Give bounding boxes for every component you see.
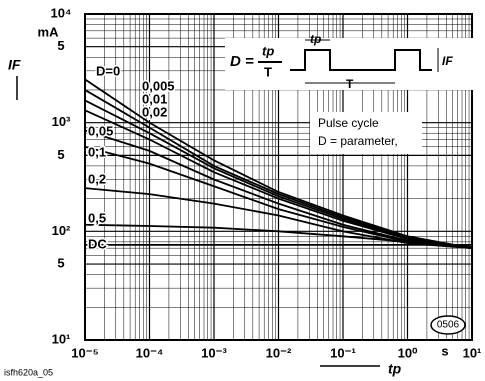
- annotation-bg: [310, 112, 422, 154]
- x-tick-label: 10¹: [463, 345, 482, 360]
- pulse-waveform: [290, 49, 432, 71]
- x-tick-label: 10⁻⁵: [71, 345, 98, 360]
- x-tick-label: 10⁻²: [266, 345, 292, 360]
- x-tick-label: 10⁻³: [201, 345, 227, 360]
- curve: [84, 78, 473, 250]
- y-axis-label: IF: [8, 57, 21, 73]
- curve-label: D=0: [96, 63, 120, 78]
- tp-label: tp: [310, 32, 321, 46]
- curve-label: 0,5: [88, 210, 106, 225]
- annotation: Pulse cycle: [318, 116, 379, 130]
- curve-label: 0,02: [142, 104, 167, 119]
- if-label: IF: [442, 54, 453, 68]
- inset-bg: [225, 38, 473, 90]
- curve: [84, 187, 473, 250]
- curve-label: 0,1: [88, 144, 106, 159]
- x-axis-label: tp: [388, 361, 402, 377]
- formula-den: T: [264, 64, 272, 79]
- y-unit: mA: [38, 24, 60, 39]
- curve: [84, 223, 473, 248]
- y-tick-label: 10³: [52, 114, 71, 129]
- y-tick-label: 10¹: [52, 331, 71, 346]
- t-label: T: [346, 77, 354, 91]
- curve-label: 0,005: [142, 78, 175, 93]
- annotation: D = parameter,: [318, 134, 398, 148]
- footer: isfh620a_05: [4, 367, 53, 377]
- curve-label: 0,01: [142, 91, 167, 106]
- formula-num: tp: [262, 43, 274, 58]
- y-tick-label: 5: [57, 147, 64, 162]
- curve-label: DC: [88, 236, 107, 251]
- formula-lhs: D =: [230, 53, 254, 70]
- curve-label: 0,2: [88, 171, 106, 186]
- curve: [84, 109, 473, 250]
- curve: [84, 129, 473, 250]
- y-tick-label: 5: [57, 38, 64, 53]
- x-tick-label: 10⁻¹: [330, 345, 356, 360]
- badge-outline: [430, 315, 466, 335]
- y-tick-label: 10²: [52, 223, 71, 238]
- y-tick-label: 10⁴: [51, 5, 72, 20]
- x-unit: s: [441, 343, 448, 358]
- y-tick-label: 5: [57, 255, 64, 270]
- badge: 0506: [437, 320, 460, 331]
- x-tick-label: 10⁻⁴: [136, 345, 164, 360]
- curve: [84, 89, 473, 250]
- curve-label: 0,05: [88, 123, 113, 138]
- x-tick-label: 10⁰: [398, 345, 418, 360]
